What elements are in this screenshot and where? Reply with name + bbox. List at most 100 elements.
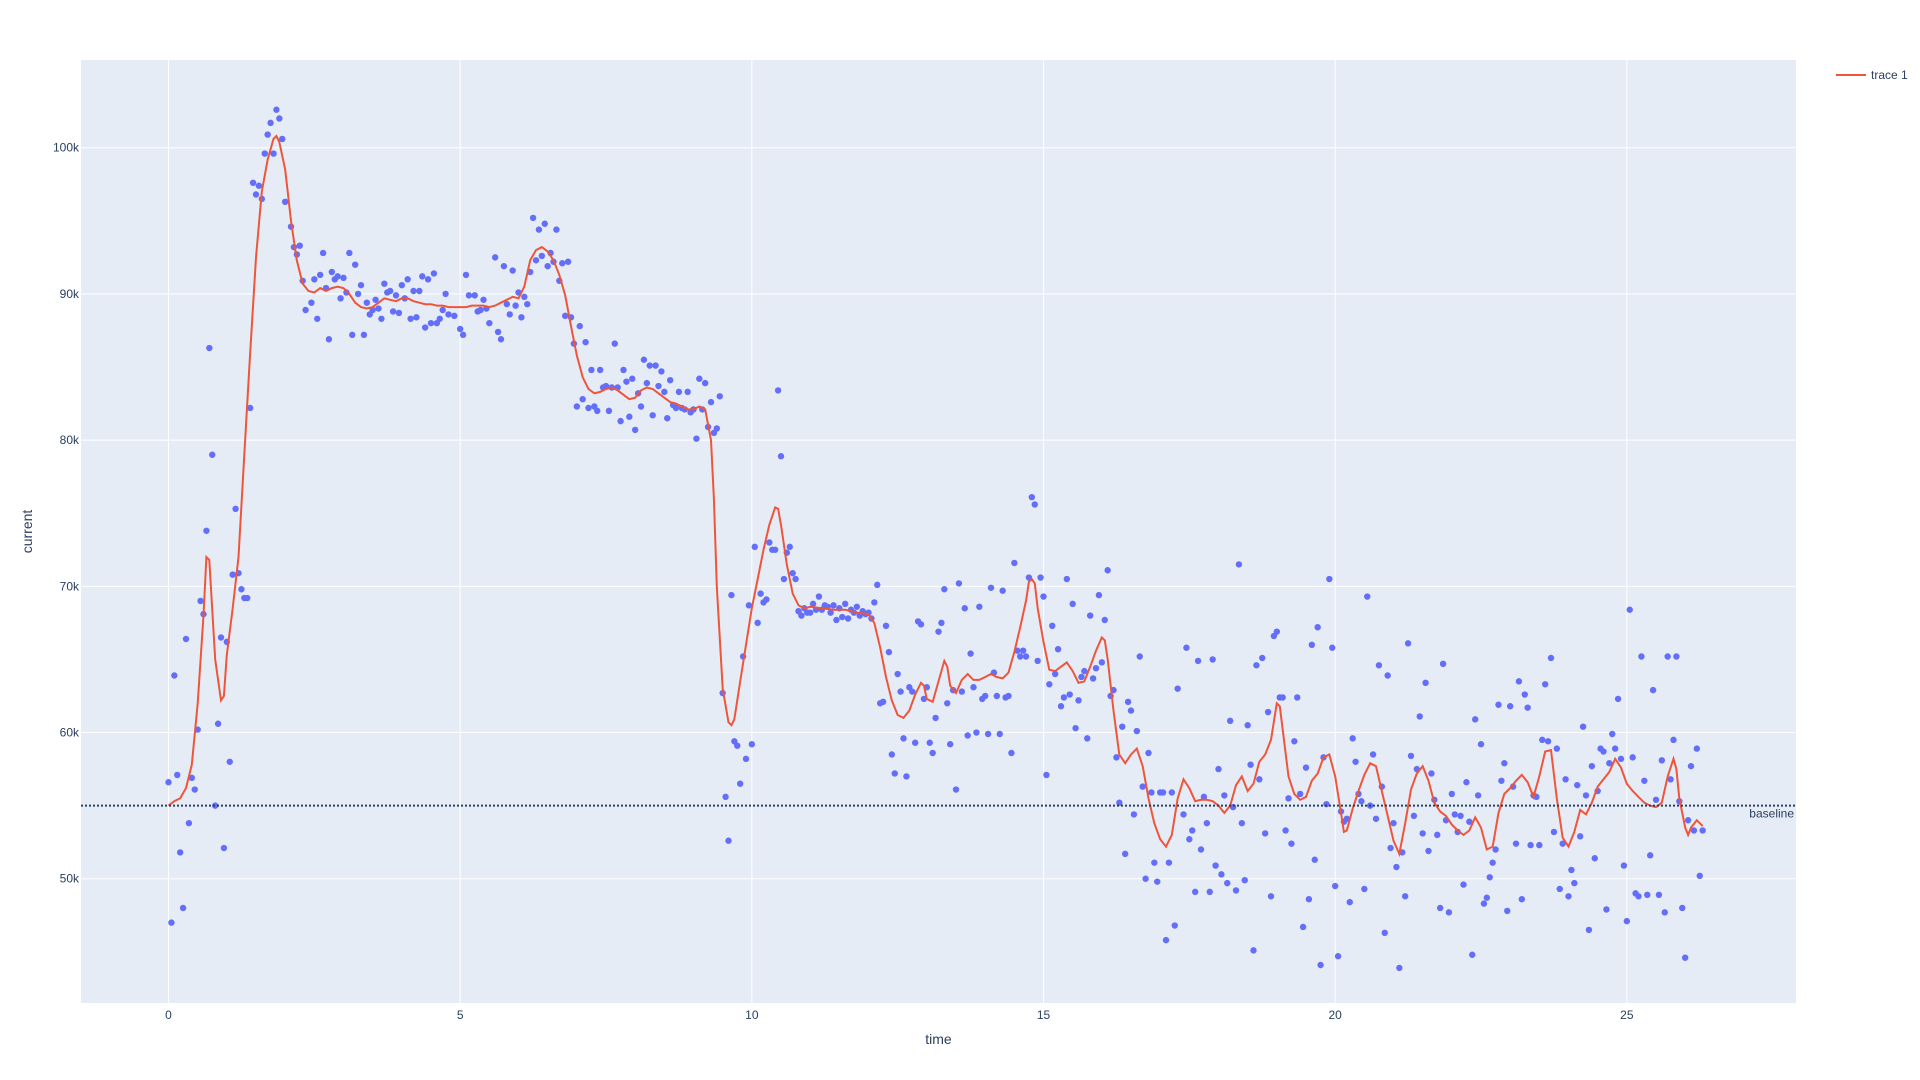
scatter-point [1670,736,1677,744]
scatter-point [439,306,446,314]
x-gridlines [168,60,1628,1003]
scatter-point [1661,909,1668,916]
x-tick-label: 25 [1620,1008,1634,1022]
scatter-point [1171,922,1178,929]
scatter-point [1518,895,1526,903]
scatter-point [1687,762,1695,770]
scatter-point [751,543,758,551]
scatter-point [1372,815,1380,822]
scatter-point [909,688,916,695]
scatter-point [1197,846,1205,853]
scatter-point [1358,798,1365,805]
scatter-point [276,115,283,122]
scatter-point [594,407,601,415]
scatter-point [1445,909,1453,916]
scatter-point [588,366,595,374]
scatter-point [1539,736,1546,744]
scatter-point [1655,891,1663,899]
scatter-point [623,378,630,385]
scatter-point [1095,591,1103,599]
scatter-point [1200,793,1208,801]
scatter-point [561,312,569,320]
scatter-point [1011,559,1018,567]
scatter-point [935,628,942,635]
scatter-point [911,739,919,746]
scatter-point [1075,697,1082,704]
scatter-point [809,600,817,608]
scatter-point [518,314,525,321]
scatter-point [206,344,213,352]
scatter-point [1279,694,1286,701]
scatter-point [553,226,560,233]
scatter-point [882,622,890,629]
scatter-point [1069,600,1076,608]
scatter-point [1241,876,1248,884]
scatter-point [728,591,735,599]
scatter-point [1305,895,1313,903]
scatter-point [343,289,350,296]
scatter-point [792,575,799,583]
scatter-point [416,287,423,295]
scatter-point [1264,708,1272,716]
scatter-point [1261,830,1269,837]
scatter-point [1139,783,1146,790]
scatter-point [932,714,939,722]
scatter-point [279,135,286,143]
scatter-point [701,379,709,387]
scatter-point [1396,964,1403,972]
scatter-point [395,309,403,317]
scatter-point [1256,776,1263,783]
scatter-point [182,635,190,643]
scatter-point [1384,672,1391,679]
scatter-point [643,379,651,387]
scatter-point [626,413,633,420]
scatter-point [346,249,353,257]
scatter-point [839,613,846,621]
line-series-trace-1 [167,134,1704,858]
scatter-point [1046,681,1053,688]
scatter-point [1425,847,1432,855]
scatter-point [524,300,531,308]
scatter-point [1194,657,1202,665]
baseline-label: baseline [1749,807,1794,821]
scatter-point [1617,755,1625,763]
scatter-point [973,729,980,736]
scatter-point [238,586,245,593]
scatter-point [944,700,951,707]
scatter-point [1364,593,1371,600]
scatter-point [1022,653,1030,660]
scatter-point [1224,879,1231,887]
scatter-point [1486,874,1493,881]
scatter-point [1439,660,1447,668]
legend[interactable]: trace 1 [1836,68,1908,82]
scatter-point [171,672,178,679]
scatter-point [900,735,907,742]
scatter-point [1299,923,1307,931]
scatter-point [1203,819,1211,827]
scatter-point [1145,749,1152,757]
scatter-point [1422,679,1429,687]
scatter-point [1614,695,1622,703]
scatter-point [1495,701,1502,708]
scatter-point [1084,735,1091,742]
x-tick-label: 15 [1037,1008,1051,1022]
scatter-point [722,793,729,801]
scatter-point [1311,856,1318,863]
scatter-point [459,331,467,339]
scatter-point [1585,926,1593,934]
scatter-point [1664,653,1671,660]
scatter-point [410,287,417,295]
scatter-point [220,844,228,852]
scatter-point [1361,885,1368,893]
scatter-point [617,417,624,425]
scatter-point [378,315,385,322]
scatter-point [1037,574,1044,581]
scatter-point [1119,723,1126,730]
scatter-point [652,362,659,369]
scatter-point [891,770,898,777]
scatter-point [1296,790,1304,798]
scatter-point [952,786,960,793]
scatter-point [334,273,341,280]
scatter-point [611,340,618,347]
scatter-point [1559,840,1566,847]
